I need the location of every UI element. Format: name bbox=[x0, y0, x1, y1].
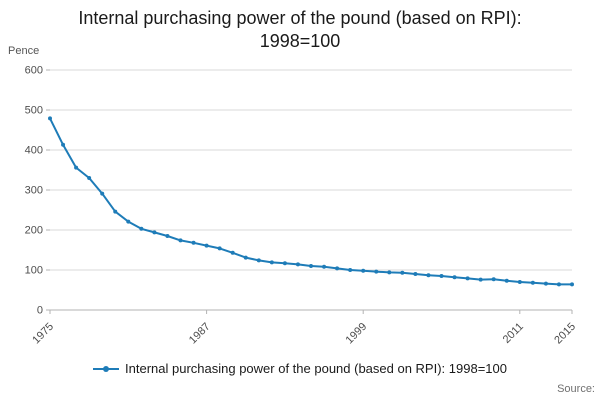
chart-title-line1: Internal purchasing power of the pound (… bbox=[78, 8, 522, 28]
series-point bbox=[374, 269, 379, 274]
series-point bbox=[48, 116, 52, 121]
series-markers bbox=[48, 116, 574, 287]
y-tick-label: 100 bbox=[25, 265, 43, 277]
y-axis-labels: 0 100 200 300 400 500 600 bbox=[25, 65, 43, 317]
series-point bbox=[570, 282, 574, 287]
series-point bbox=[322, 264, 327, 269]
series-point bbox=[491, 277, 496, 282]
series-point bbox=[335, 266, 340, 271]
series-point bbox=[126, 219, 131, 224]
series-point bbox=[400, 270, 405, 275]
x-tick-label: 1987 bbox=[187, 321, 213, 347]
series-point bbox=[426, 273, 431, 278]
legend-label: Internal purchasing power of the pound (… bbox=[125, 361, 507, 376]
legend-item[interactable]: Internal purchasing power of the pound (… bbox=[0, 361, 600, 376]
x-tick-label: 2015 bbox=[552, 321, 578, 347]
series-point bbox=[309, 264, 313, 268]
series-point bbox=[100, 191, 105, 196]
series-point bbox=[413, 272, 418, 276]
source-label: Source: bbox=[557, 383, 595, 395]
y-tick-label: 300 bbox=[25, 185, 43, 197]
series-point bbox=[230, 250, 235, 255]
series-point bbox=[256, 258, 261, 263]
legend-series-marker-icon bbox=[93, 365, 120, 372]
series-point bbox=[178, 238, 183, 243]
series-point bbox=[282, 261, 287, 266]
series-point bbox=[74, 165, 79, 170]
series-point bbox=[87, 176, 92, 180]
series-point bbox=[139, 226, 144, 231]
y-tick-label: 0 bbox=[37, 305, 43, 317]
series-point bbox=[504, 278, 509, 283]
series-point bbox=[204, 243, 209, 248]
x-tick-label: 2011 bbox=[501, 321, 526, 346]
series-point bbox=[152, 230, 157, 235]
x-axis-labels: 1975 1987 1999 2011 2015 bbox=[30, 310, 578, 346]
series-point bbox=[243, 255, 248, 260]
series-line bbox=[49, 117, 572, 286]
gridlines bbox=[46, 69, 572, 311]
y-tick-label: 500 bbox=[25, 105, 43, 117]
series-point bbox=[465, 276, 470, 281]
series-point bbox=[217, 246, 222, 251]
series-point bbox=[517, 280, 522, 284]
y-tick-label: 600 bbox=[25, 65, 43, 77]
series-point bbox=[387, 270, 392, 275]
chart-title-line2: 1998=100 bbox=[259, 30, 341, 51]
series-point bbox=[361, 268, 366, 273]
series-point bbox=[295, 262, 300, 267]
x-tick-label: 1999 bbox=[344, 321, 370, 347]
series-point bbox=[191, 240, 196, 245]
series-point bbox=[269, 260, 274, 265]
series-point bbox=[348, 268, 353, 272]
y-axis-unit-label: Pence bbox=[8, 45, 40, 57]
legend-dot-glyph bbox=[103, 365, 110, 372]
series-point bbox=[439, 274, 444, 278]
series-point bbox=[543, 281, 548, 286]
series-point bbox=[113, 209, 118, 214]
series-point bbox=[61, 142, 66, 147]
series-point bbox=[530, 280, 535, 285]
chart-title: Internal purchasing power of the pound (… bbox=[0, 7, 600, 52]
y-tick-label: 400 bbox=[25, 145, 43, 157]
x-tick-label: 1975 bbox=[30, 321, 56, 347]
series-point bbox=[165, 234, 170, 238]
y-tick-label: 200 bbox=[25, 225, 43, 237]
series-point bbox=[452, 275, 457, 280]
series-point bbox=[556, 282, 561, 287]
series-point bbox=[478, 277, 483, 282]
